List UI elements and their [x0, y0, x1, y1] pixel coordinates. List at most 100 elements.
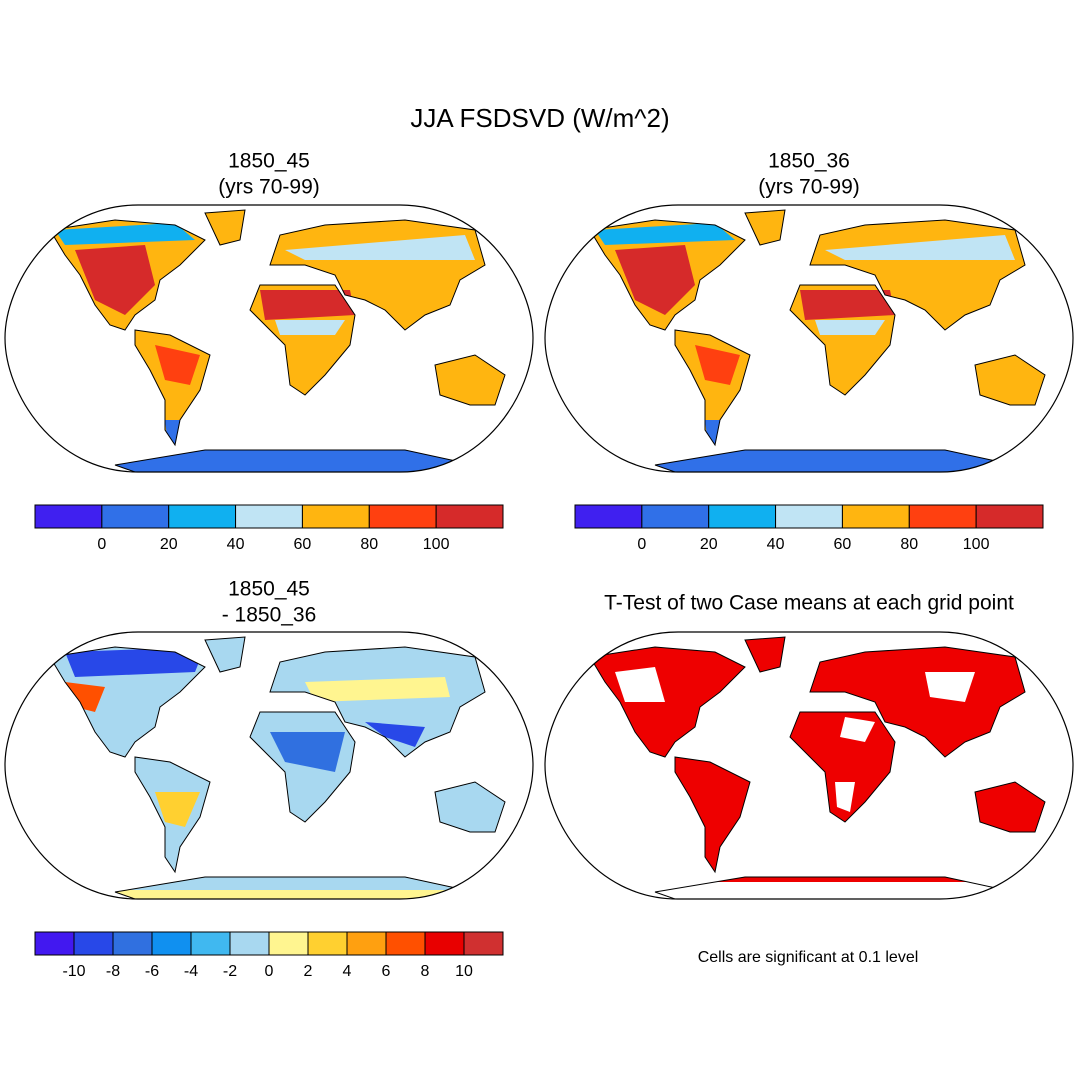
- colorbar-box: [841, 504, 910, 529]
- field-patch: [55, 223, 195, 245]
- continent: [205, 637, 245, 672]
- coastline: [589, 646, 746, 758]
- field-patch: [815, 320, 885, 335]
- colorbar-label: -6: [145, 963, 159, 980]
- coastline: [789, 284, 896, 396]
- map-content: [49, 209, 506, 472]
- map-content: [589, 636, 1046, 899]
- colorbar-label: -2: [223, 963, 237, 980]
- colorbar-label: 100: [423, 536, 450, 553]
- coastline: [434, 354, 506, 406]
- colorbar-label: 20: [160, 536, 178, 553]
- field-patch: [835, 782, 855, 812]
- note: Cells are significant at 0.1 level: [698, 949, 919, 966]
- coastline: [744, 209, 786, 246]
- panel-title: T-Test of two Case means at each grid po…: [604, 592, 1014, 615]
- colorbar-label: 8: [421, 963, 430, 980]
- colorbar-box: [301, 504, 370, 529]
- coastline: [974, 781, 1046, 833]
- map-content: [589, 209, 1046, 472]
- coastline: [674, 756, 751, 874]
- colorbar-label: -4: [184, 963, 198, 980]
- coastline: [269, 646, 486, 758]
- map: [4, 204, 534, 473]
- colorbar-label: 60: [834, 536, 852, 553]
- field-patch: [75, 245, 155, 315]
- colorbar-label: 10: [455, 963, 473, 980]
- field-patch: [275, 320, 345, 335]
- field-patch: [270, 732, 345, 772]
- coastline: [249, 284, 356, 396]
- continent: [205, 210, 245, 245]
- colorbar-box: [235, 504, 303, 529]
- colorbar-label: 60: [294, 536, 312, 553]
- coastline: [49, 646, 206, 758]
- coastline: [809, 646, 1026, 758]
- colorbar-label: 2: [304, 963, 313, 980]
- colorbar-label: 0: [637, 536, 646, 553]
- colorbar-label: 0: [97, 536, 106, 553]
- colorbar-label: 20: [700, 536, 718, 553]
- map: [544, 631, 1074, 900]
- coastline: [204, 209, 246, 246]
- continent: [675, 757, 750, 872]
- field-patch: [615, 245, 695, 315]
- colorbar-label: -10: [62, 963, 85, 980]
- map-border: [4, 204, 534, 473]
- colorbar-box: [908, 504, 977, 529]
- colorbar-label: 80: [900, 536, 918, 553]
- colorbar-label: 0: [265, 963, 274, 980]
- colorbar-box: [101, 504, 170, 529]
- panel-title: 1850_36: [768, 150, 850, 173]
- panel-title: - 1850_36: [222, 604, 317, 627]
- colorbar-label: 40: [767, 536, 785, 553]
- colorbar-box: [708, 504, 777, 529]
- land: [590, 637, 1045, 899]
- colorbar-label: -8: [106, 963, 120, 980]
- field-patch: [155, 345, 200, 385]
- coastline: [49, 219, 206, 331]
- continent: [745, 637, 785, 672]
- colorbar-box: [34, 504, 103, 529]
- coastline: [974, 354, 1046, 406]
- continent: [270, 647, 485, 757]
- colorbar-box: [34, 931, 75, 956]
- map-border: [4, 631, 534, 900]
- coastline: [809, 219, 1026, 331]
- field-patch: [50, 450, 505, 472]
- continent: [790, 712, 895, 822]
- colorbar-box: [168, 504, 237, 529]
- field-patch: [65, 647, 205, 677]
- coastline: [744, 636, 786, 673]
- field-patch: [115, 890, 465, 899]
- colorbar-box: [385, 931, 426, 956]
- colorbar-box: [307, 931, 348, 956]
- field-patch: [595, 223, 735, 245]
- coastline: [674, 329, 751, 447]
- field-patch: [925, 672, 975, 702]
- continent: [435, 355, 505, 405]
- figure-title: JJA FSDSVD (W/m^2): [410, 103, 669, 133]
- map: [4, 631, 534, 900]
- continent: [975, 782, 1045, 832]
- field-patch: [285, 235, 475, 260]
- colorbar-box: [190, 931, 231, 956]
- field-patch: [260, 290, 355, 320]
- continent: [435, 782, 505, 832]
- colorbar-box: [463, 931, 504, 956]
- colorbar-box: [424, 931, 465, 956]
- continent: [590, 647, 745, 757]
- field-patch: [365, 722, 425, 747]
- field-patch: [840, 717, 875, 742]
- colorbar-box: [229, 931, 270, 956]
- field-patch: [590, 882, 1045, 899]
- field-patches: [65, 647, 465, 899]
- coastline: [269, 219, 486, 331]
- continent: [250, 712, 355, 822]
- coastline: [204, 636, 246, 673]
- field-patch: [305, 677, 450, 702]
- field-patch: [615, 667, 665, 702]
- colorbar-box: [346, 931, 387, 956]
- map: [544, 204, 1074, 473]
- coastline: [134, 756, 211, 874]
